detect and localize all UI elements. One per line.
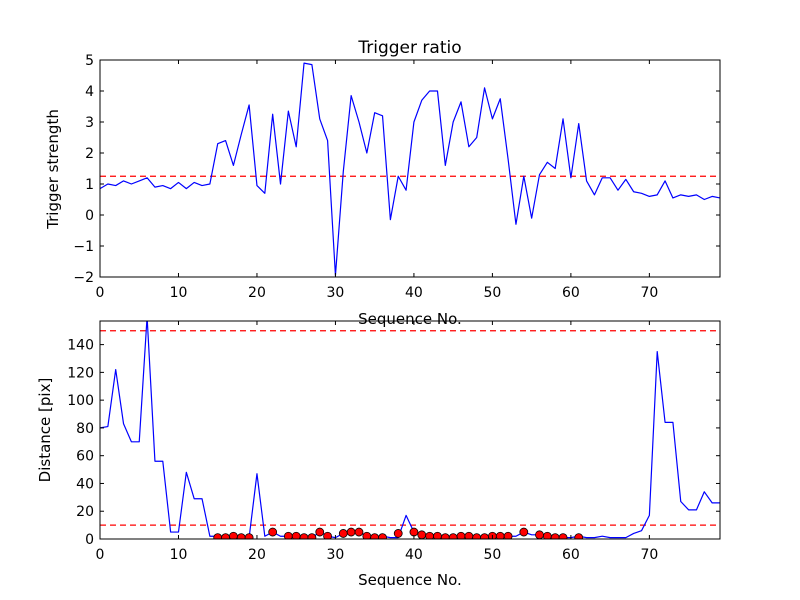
top-chart-ylabel: Trigger strength: [44, 109, 62, 230]
bottom-chart-marker-point: [558, 533, 568, 539]
bottom-chart-marker-point: [307, 533, 317, 539]
bottom-chart-xtick-label: 70: [640, 547, 658, 563]
top-chart-xtick-label: 10: [170, 285, 188, 301]
bottom-chart-marker-point: [346, 527, 356, 537]
top-chart-xtick-label: 20: [248, 285, 266, 301]
top-chart-title: Trigger ratio: [357, 38, 461, 58]
top-chart-xtick-label: 30: [327, 285, 345, 301]
bottom-chart-axes-frame: [99, 320, 721, 540]
bottom-chart-xtick-label: 30: [327, 547, 345, 563]
top-chart-ytick-label: −2: [73, 270, 94, 286]
bottom-chart-xtick-label: 40: [405, 547, 423, 563]
top-chart-ytick-label: 2: [85, 146, 94, 162]
bottom-chart-series-line: [100, 321, 720, 539]
bottom-chart-marker-point: [323, 531, 332, 539]
top-chart-ytick-label: 5: [85, 53, 94, 69]
top-chart-ytick-label: 4: [85, 84, 94, 100]
bottom-chart-xtick-label: 50: [483, 547, 501, 563]
bottom-chart-ytick-label: 0: [85, 532, 94, 548]
bottom-chart-marker-point: [354, 527, 364, 537]
bottom-chart-xtick-label: 10: [170, 547, 188, 563]
top-chart-xtick-label: 50: [483, 285, 501, 301]
bottom-chart-plot-area: [100, 321, 720, 539]
bottom-chart-marker-point: [268, 527, 278, 537]
top-chart-ytick-label: 1: [85, 177, 94, 193]
bottom-chart-marker-point: [409, 527, 419, 537]
bottom-chart-marker-point: [244, 533, 254, 539]
top-chart-xtick-label: 0: [96, 285, 105, 301]
top-chart-ytick-label: −1: [73, 239, 94, 255]
bottom-chart-marker-point: [519, 527, 529, 537]
bottom-chart-marker-point: [315, 527, 325, 537]
top-chart-series-line: [100, 62, 720, 277]
bottom-chart-ytick-label: 80: [76, 421, 94, 437]
top-chart-plot-area: [100, 62, 720, 277]
bottom-chart-xtick-label: 60: [562, 547, 580, 563]
bottom-chart-marker-point: [574, 533, 584, 539]
trigger-ratio-panel: Trigger ratio Trigger strength Sequence …: [44, 38, 721, 328]
distance-panel: Distance [pix] Sequence No. 0 10 20 30 40 50 6…: [36, 320, 721, 589]
bottom-chart-xtick-label: 20: [248, 547, 266, 563]
top-chart-xtick-label: 70: [640, 285, 658, 301]
bottom-chart-ytick-label: 60: [76, 449, 94, 465]
bottom-chart-marker-point: [535, 530, 544, 539]
bottom-chart-ytick-label: 20: [76, 504, 94, 520]
top-chart-axes-frame: [99, 59, 721, 278]
bottom-chart-marker-point: [503, 531, 513, 539]
top-chart-xtick-label: 40: [405, 285, 423, 301]
bottom-chart-ytick-label: 100: [67, 393, 94, 409]
bottom-chart-marker-point: [378, 533, 387, 539]
top-chart-ytick-label: 0: [85, 208, 94, 224]
bottom-chart-xlabel: Sequence No.: [358, 571, 462, 589]
bottom-chart-marker-point: [393, 529, 403, 538]
bottom-chart-xtick-label: 0: [96, 547, 105, 563]
bottom-chart-ylabel: Distance [pix]: [36, 378, 54, 483]
bottom-chart-ytick-label: 140: [67, 338, 94, 354]
top-chart-ytick-label: 3: [85, 115, 94, 131]
bottom-chart-marker-point: [417, 530, 427, 539]
top-chart-xtick-label: 60: [562, 285, 580, 301]
bottom-chart-ytick-label: 40: [76, 476, 94, 492]
bottom-chart-marker-point: [338, 529, 348, 538]
top-chart-xlabel: Sequence No.: [358, 310, 462, 328]
bottom-chart-ytick-label: 120: [67, 365, 94, 381]
